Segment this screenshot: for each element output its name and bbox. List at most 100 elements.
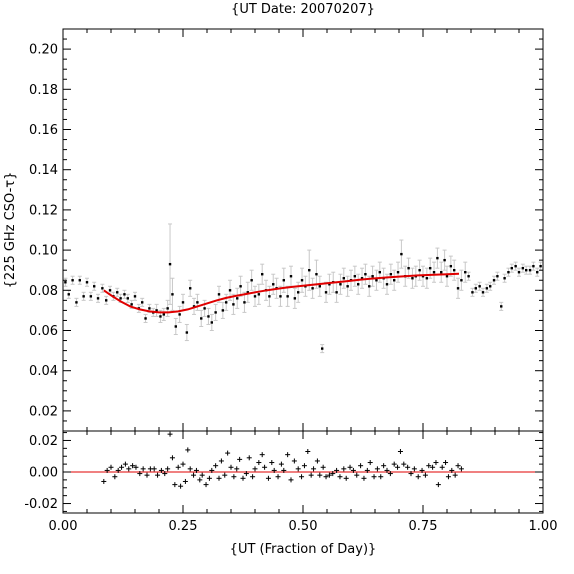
x-tick-label: 0.50 xyxy=(289,519,318,534)
data-point xyxy=(514,264,517,268)
data-point xyxy=(528,269,532,272)
data-point xyxy=(525,269,528,272)
data-point xyxy=(133,295,137,298)
data-point xyxy=(93,285,96,288)
data-point xyxy=(371,275,374,278)
data-point xyxy=(364,273,367,276)
data-point xyxy=(130,303,133,306)
data-point xyxy=(411,277,414,280)
data-point xyxy=(429,266,432,270)
data-point xyxy=(393,279,396,282)
data-point xyxy=(510,266,513,270)
x-axis-label: {UT (Fraction of Day)} xyxy=(230,542,377,557)
data-point xyxy=(228,289,232,292)
data-point xyxy=(239,285,242,288)
data-point xyxy=(378,271,381,274)
data-point xyxy=(492,279,496,282)
data-point xyxy=(261,273,264,276)
data-point xyxy=(250,279,253,282)
data-point xyxy=(123,293,126,296)
data-point xyxy=(335,291,338,294)
data-point xyxy=(171,293,174,296)
data-point xyxy=(407,266,410,270)
data-point xyxy=(289,275,293,278)
data-point xyxy=(449,264,453,268)
data-point xyxy=(481,291,485,294)
data-point xyxy=(328,283,331,286)
data-point xyxy=(443,258,446,262)
data-point xyxy=(532,264,535,268)
data-point xyxy=(257,293,261,296)
data-point xyxy=(246,291,249,294)
data-point xyxy=(185,331,189,334)
data-point xyxy=(126,297,129,300)
data-point xyxy=(500,305,503,308)
data-point xyxy=(105,299,108,302)
chart-title: {UT Date: 20070207} xyxy=(231,2,375,17)
data-point xyxy=(311,287,314,290)
data-point xyxy=(396,271,400,274)
data-point xyxy=(159,315,162,318)
data-point xyxy=(421,275,425,278)
data-point xyxy=(400,252,403,256)
data-point xyxy=(324,291,328,294)
data-point xyxy=(166,307,169,310)
data-point xyxy=(539,264,542,268)
data-point xyxy=(162,313,165,316)
data-point xyxy=(196,301,199,304)
data-point xyxy=(436,256,439,260)
data-point xyxy=(75,301,78,304)
y-tick-label: 0.10 xyxy=(29,244,58,259)
data-point xyxy=(119,297,122,300)
data-point xyxy=(503,277,506,280)
data-point xyxy=(385,283,389,286)
data-point xyxy=(178,313,181,316)
data-point xyxy=(174,325,177,328)
data-point xyxy=(464,271,467,274)
data-point xyxy=(293,297,297,300)
data-point xyxy=(189,287,192,290)
data-point xyxy=(89,295,93,298)
x-tick-label: 0.25 xyxy=(169,519,198,534)
data-point xyxy=(221,309,225,312)
data-point xyxy=(108,289,112,292)
data-point xyxy=(168,262,172,266)
data-point xyxy=(471,291,474,294)
y-tick-label: 0.08 xyxy=(29,284,58,299)
data-point xyxy=(375,279,378,282)
data-point xyxy=(144,317,147,320)
data-point xyxy=(485,287,489,290)
data-point xyxy=(192,305,196,308)
data-point xyxy=(460,279,463,282)
y-tick-label: 0.16 xyxy=(29,123,58,138)
y-tick-label: 0.20 xyxy=(29,43,58,58)
y-tick-label: 0.18 xyxy=(29,83,58,98)
data-point xyxy=(496,275,499,278)
data-point xyxy=(78,279,81,282)
data-point xyxy=(342,277,345,280)
data-point xyxy=(521,266,525,270)
data-point xyxy=(282,279,285,282)
data-point xyxy=(357,283,360,286)
data-point xyxy=(445,275,449,278)
data-point xyxy=(308,269,311,272)
data-point xyxy=(360,277,364,280)
top-panel-frame xyxy=(62,28,544,432)
data-point xyxy=(467,275,470,278)
data-point xyxy=(440,271,443,274)
data-point xyxy=(71,279,74,282)
data-point xyxy=(507,271,510,274)
x-tick-label: 1.00 xyxy=(529,519,558,534)
top-panel-plot: 0.02 0.04 0.06 0.08 0.10 0.12 0.14 0.16 0.18 0.20 xyxy=(29,28,544,513)
data-point xyxy=(225,301,228,304)
data-point xyxy=(116,291,119,294)
y-tick-label: 0.02 xyxy=(29,404,58,419)
data-point xyxy=(67,293,70,296)
data-point xyxy=(207,315,210,318)
residual-panel-plot: 0.00 0.25 0.50 0.75 1.00 0.02 0.00 -0.02 xyxy=(24,29,557,534)
data-point xyxy=(478,285,481,288)
data-point xyxy=(286,295,289,298)
y-tick-label: 0.00 xyxy=(29,466,58,481)
data-point xyxy=(474,287,477,290)
